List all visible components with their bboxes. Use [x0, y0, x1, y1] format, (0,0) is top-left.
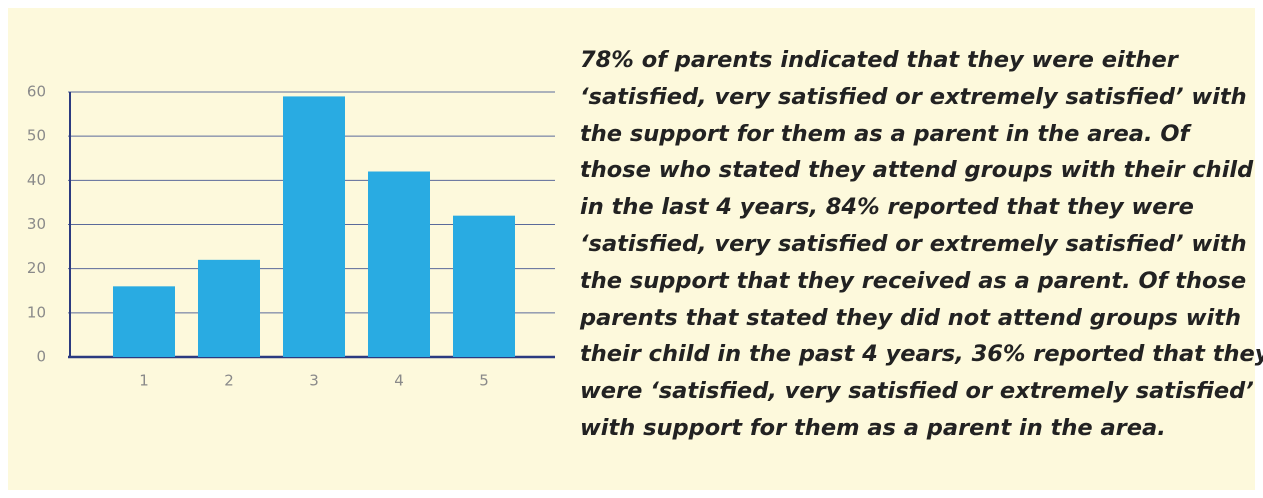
y-tick-label: 0 [36, 348, 46, 366]
text-line: ‘satisfied, very satisfied or extremely … [580, 83, 1247, 110]
y-tick-label: 40 [27, 171, 46, 189]
x-tick-label: 1 [139, 372, 149, 390]
x-tick-label: 2 [224, 372, 234, 390]
y-tick-label: 30 [27, 215, 46, 233]
text-line: with support for them as a parent in the… [580, 414, 1166, 441]
text-line: their child in the past 4 years, 36% rep… [580, 341, 1263, 368]
text-line: those who stated they attend groups with… [580, 157, 1254, 184]
chart: 0 10 20 30 40 50 60 1 2 3 4 5 [27, 83, 555, 390]
bar [283, 96, 345, 358]
text-line: the support for them as a parent in the … [580, 120, 1190, 147]
y-tick-label: 60 [27, 83, 46, 101]
text-line: the support that they received as a pare… [580, 267, 1247, 294]
text-line: ‘satisfied, very satisfied or extremely … [580, 230, 1247, 257]
y-tick-label: 20 [27, 259, 46, 277]
x-tick-label: 3 [309, 372, 319, 390]
bar [198, 259, 260, 357]
y-tick-label: 50 [27, 127, 46, 145]
bar [453, 215, 515, 357]
bar [113, 286, 175, 357]
bar [368, 171, 430, 357]
x-tick-label: 5 [479, 372, 489, 390]
text-line: were ‘satisfied, very satisfied or extre… [580, 378, 1254, 405]
panel [8, 8, 1255, 490]
text-line: in the last 4 years, 84% reported that t… [580, 194, 1194, 221]
y-tick-label: 10 [27, 303, 46, 321]
paragraph: 78% of parents indicated that they were … [580, 42, 1263, 447]
text-line: 78% of parents indicated that they were … [580, 47, 1178, 73]
text-line: parents that stated they did not attend … [580, 304, 1242, 331]
x-tick-label: 4 [394, 372, 404, 390]
